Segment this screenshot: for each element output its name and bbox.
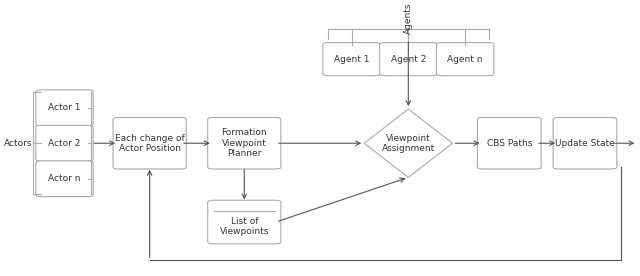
FancyBboxPatch shape	[477, 118, 541, 169]
Text: Agents: Agents	[404, 3, 413, 34]
Text: Actors: Actors	[4, 139, 32, 148]
FancyBboxPatch shape	[553, 118, 617, 169]
FancyBboxPatch shape	[36, 125, 93, 161]
Text: Viewpoint
Assignment: Viewpoint Assignment	[381, 134, 435, 153]
FancyBboxPatch shape	[436, 43, 494, 76]
Polygon shape	[364, 109, 452, 177]
FancyBboxPatch shape	[208, 200, 281, 244]
Text: Formation
Viewpoint
Planner: Formation Viewpoint Planner	[221, 128, 267, 158]
Text: Each change of
Actor Position: Each change of Actor Position	[115, 134, 184, 153]
FancyBboxPatch shape	[113, 118, 186, 169]
Text: Actor 2: Actor 2	[48, 139, 81, 148]
Text: Agent 2: Agent 2	[390, 55, 426, 64]
Text: Actor 1: Actor 1	[48, 103, 81, 112]
Text: Agent n: Agent n	[447, 55, 483, 64]
FancyBboxPatch shape	[380, 43, 437, 76]
FancyBboxPatch shape	[36, 161, 93, 197]
FancyBboxPatch shape	[36, 90, 93, 126]
Text: Actor n: Actor n	[48, 174, 81, 183]
Text: Update State: Update State	[555, 139, 615, 148]
Text: List of
Viewpoints: List of Viewpoints	[220, 217, 269, 236]
FancyBboxPatch shape	[208, 118, 281, 169]
FancyBboxPatch shape	[323, 43, 380, 76]
Text: Agent 1: Agent 1	[334, 55, 369, 64]
Text: CBS Paths: CBS Paths	[486, 139, 532, 148]
